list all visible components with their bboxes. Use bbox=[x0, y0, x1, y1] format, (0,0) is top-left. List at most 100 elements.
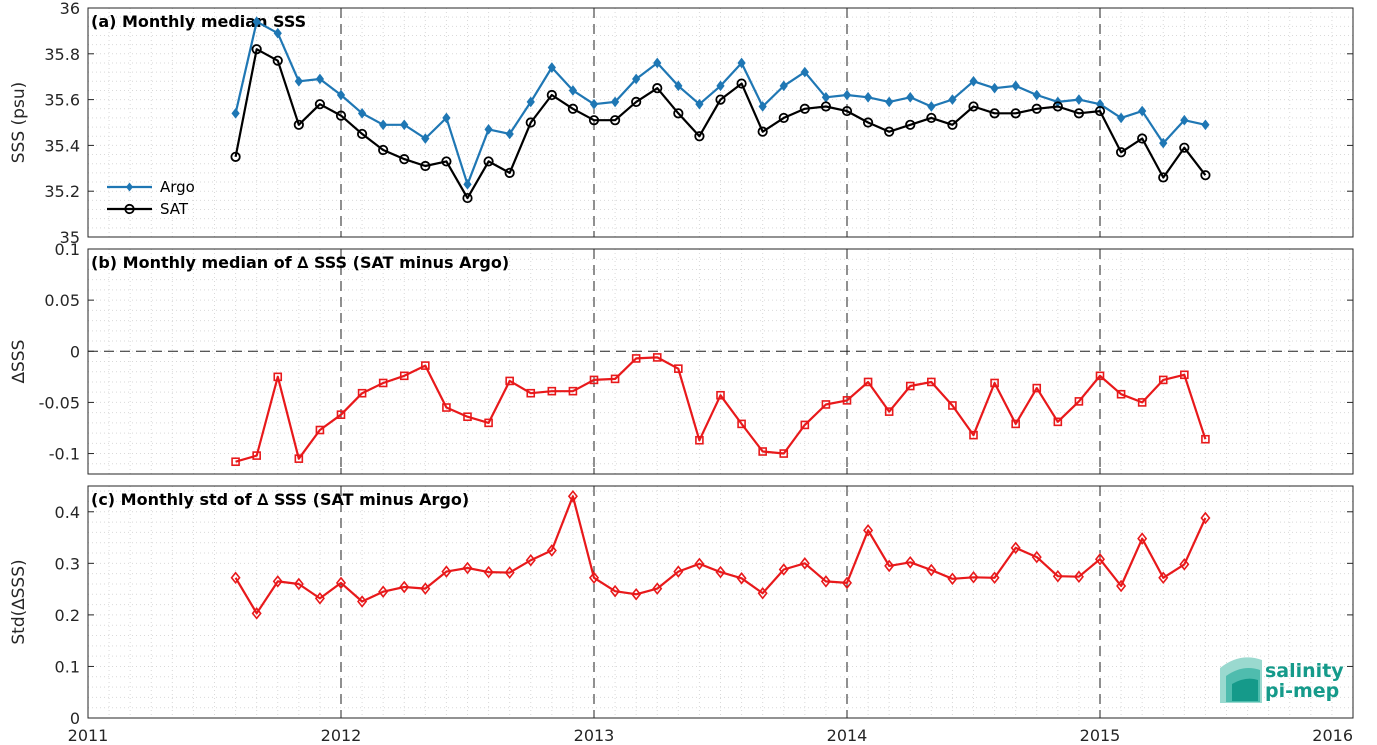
data-point bbox=[378, 585, 389, 598]
x-tick-label: 2014 bbox=[827, 726, 868, 745]
axes-box bbox=[87, 7, 1354, 238]
data-point bbox=[526, 96, 535, 108]
data-point bbox=[1010, 108, 1021, 119]
data-point bbox=[378, 144, 389, 156]
data-point bbox=[968, 101, 979, 112]
legend-marker bbox=[124, 203, 135, 215]
panel-title: (c) Monthly std of ∆ SSS (SAT minus Argo… bbox=[91, 490, 469, 509]
data-point bbox=[504, 566, 515, 579]
data-point bbox=[1180, 114, 1189, 126]
data-point bbox=[1116, 112, 1126, 124]
data-point bbox=[652, 353, 662, 362]
data-point bbox=[674, 80, 683, 92]
data-point bbox=[1137, 532, 1148, 545]
data-point bbox=[652, 582, 663, 595]
data-point bbox=[1158, 172, 1169, 183]
y-tick-label: 0 bbox=[70, 342, 80, 361]
data-point bbox=[841, 576, 853, 590]
data-point bbox=[715, 565, 726, 579]
data-point bbox=[884, 407, 894, 416]
data-point bbox=[1201, 434, 1210, 444]
data-point bbox=[674, 364, 683, 373]
panel-title: (a) Monthly median SSS bbox=[91, 12, 306, 31]
data-point bbox=[294, 75, 303, 87]
y-axis-label: Std(∆SSS) bbox=[9, 559, 29, 644]
data-point bbox=[1159, 137, 1168, 149]
data-point bbox=[947, 572, 958, 586]
data-point bbox=[737, 57, 746, 69]
data-point bbox=[441, 156, 452, 167]
data-point bbox=[1179, 558, 1190, 571]
data-point bbox=[462, 561, 473, 575]
data-point bbox=[863, 377, 873, 387]
data-point bbox=[800, 420, 810, 430]
data-point bbox=[1052, 101, 1063, 112]
data-point bbox=[1180, 370, 1189, 380]
data-point bbox=[399, 580, 410, 594]
axes-box bbox=[87, 248, 1354, 475]
data-point bbox=[421, 133, 430, 144]
logo-text-line2: pi-mep bbox=[1265, 680, 1339, 702]
data-point bbox=[273, 27, 282, 39]
data-point bbox=[252, 451, 261, 460]
data-point bbox=[653, 57, 662, 69]
data-point bbox=[757, 126, 768, 137]
data-point bbox=[399, 154, 410, 165]
data-point bbox=[758, 447, 767, 456]
data-point bbox=[799, 557, 810, 570]
data-point bbox=[778, 112, 789, 124]
data-point bbox=[357, 595, 368, 608]
data-point bbox=[779, 449, 789, 458]
data-point bbox=[820, 101, 832, 112]
data-point bbox=[926, 563, 937, 577]
data-point bbox=[969, 430, 978, 440]
data-point bbox=[568, 386, 578, 396]
data-point bbox=[631, 587, 642, 601]
data-point bbox=[293, 577, 304, 591]
data-point bbox=[547, 386, 557, 396]
data-point bbox=[990, 378, 999, 388]
panel-b: -0.1 -0.05 0 0.05 0.1 ∆SSS (b) Monthly median … bbox=[9, 240, 1354, 475]
data-point bbox=[842, 396, 852, 405]
data-point bbox=[1158, 375, 1168, 385]
data-point bbox=[314, 99, 326, 110]
data-point bbox=[400, 119, 409, 131]
data-point bbox=[632, 73, 641, 85]
data-point bbox=[231, 108, 240, 119]
data-point bbox=[588, 571, 600, 585]
data-point bbox=[905, 556, 916, 569]
data-point bbox=[1052, 569, 1063, 583]
data-point bbox=[462, 192, 473, 204]
data-point bbox=[336, 410, 346, 419]
data-point bbox=[251, 607, 262, 620]
data-point bbox=[652, 83, 663, 94]
data-point bbox=[421, 361, 430, 370]
data-point bbox=[1074, 94, 1084, 105]
data-point bbox=[695, 435, 704, 445]
data-point bbox=[588, 115, 600, 126]
data-point bbox=[715, 94, 726, 105]
data-point bbox=[505, 128, 514, 140]
data-point bbox=[1094, 105, 1106, 117]
data-point bbox=[841, 105, 853, 117]
data-point bbox=[631, 354, 641, 363]
y-tick-label: 0.1 bbox=[55, 240, 80, 259]
data-point bbox=[905, 119, 916, 130]
data-point bbox=[609, 115, 621, 126]
y-tick-label: 0.05 bbox=[44, 291, 80, 310]
legend-label: SAT bbox=[160, 200, 189, 218]
data-point bbox=[1200, 170, 1211, 181]
data-point bbox=[357, 388, 367, 398]
data-point bbox=[1116, 579, 1127, 593]
data-point bbox=[356, 128, 368, 140]
y-tick-label: 0.4 bbox=[55, 503, 80, 522]
data-point bbox=[567, 103, 579, 114]
data-point bbox=[610, 374, 620, 384]
data-point bbox=[948, 401, 957, 410]
data-point bbox=[927, 377, 936, 387]
data-point bbox=[1010, 541, 1021, 555]
y-tick-label: 35.8 bbox=[44, 45, 80, 64]
data-point bbox=[884, 559, 895, 573]
data-point bbox=[927, 101, 936, 112]
